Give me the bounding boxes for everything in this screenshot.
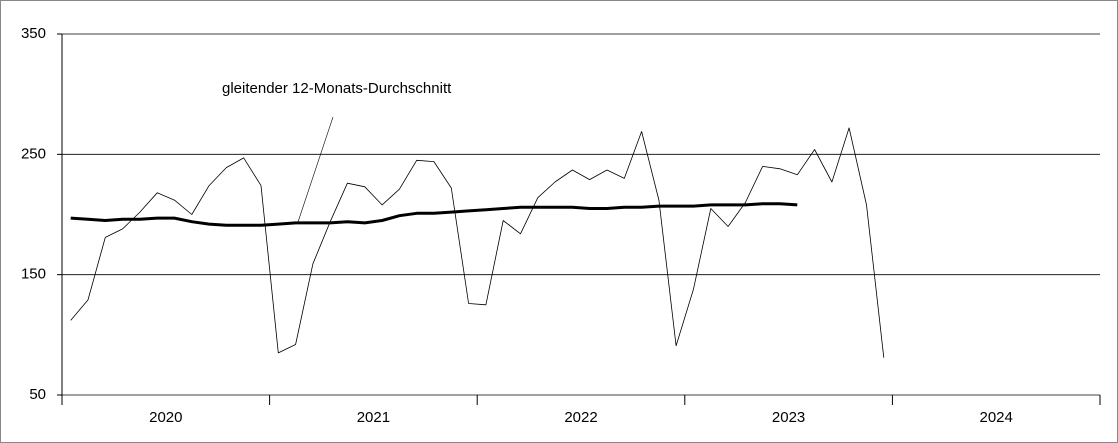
x-tick-label: 2024: [980, 409, 1013, 426]
series-line: [70, 202, 798, 227]
y-tick-label: 350: [21, 25, 46, 42]
annotation-leader: [297, 116, 334, 223]
x-tick-label: 2022: [564, 409, 597, 426]
x-tick-label: 2023: [772, 409, 805, 426]
y-tick-label: 250: [21, 145, 46, 162]
x-tick-label: 2021: [357, 409, 390, 426]
y-tick-label: 50: [29, 386, 46, 403]
annotation: gleitender 12-Monats-Durchschnitt: [222, 80, 452, 97]
y-tick-label: 150: [21, 266, 46, 283]
series-line: [70, 127, 885, 358]
x-tick-label: 2020: [149, 409, 182, 426]
